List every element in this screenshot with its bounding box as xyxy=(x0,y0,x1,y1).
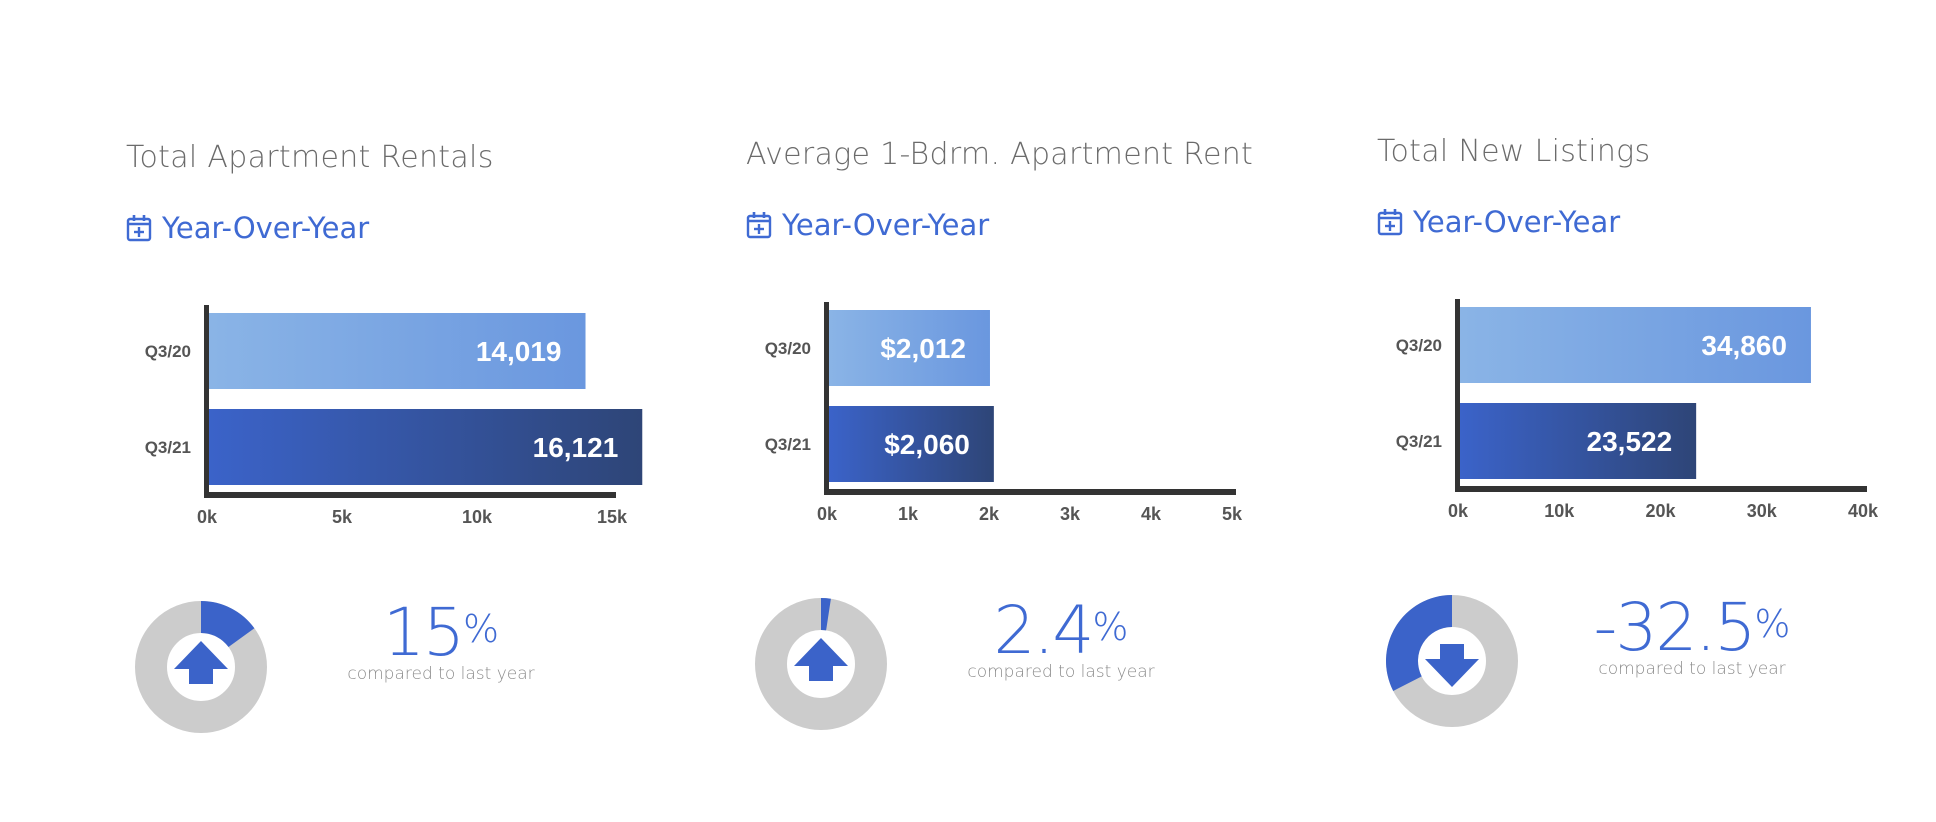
category-label: Q3/20 xyxy=(1396,336,1442,355)
bar-q3-21 xyxy=(209,409,643,485)
panel-average-1bdrm-rent: Average 1-Bdrm. Apartment Rent Year-Over… xyxy=(746,0,1346,822)
x-tick-label: 3k xyxy=(1060,504,1081,524)
y-axis-line xyxy=(824,302,829,495)
data-label: 16,121 xyxy=(533,432,619,463)
x-tick-label: 1k xyxy=(898,504,919,524)
bar-q3-21 xyxy=(1460,403,1697,479)
x-tick-label: 15k xyxy=(597,507,628,527)
x-tick-label: 4k xyxy=(1141,504,1162,524)
calendar-plus-icon xyxy=(1377,209,1403,236)
kpi-value: 15% xyxy=(316,600,566,666)
calendar-plus-icon xyxy=(126,215,152,242)
x-tick-label: 5k xyxy=(332,507,353,527)
category-label: Q3/21 xyxy=(145,438,191,457)
x-tick-label: 20k xyxy=(1645,501,1676,521)
x-axis-line xyxy=(1455,486,1867,492)
x-tick-label: 30k xyxy=(1747,501,1778,521)
change-donut xyxy=(135,601,267,733)
change-donut xyxy=(755,598,887,730)
bar-chart: Q3/20 14,019 Q3/21 16,121 0k 5k 10k 15k xyxy=(145,305,643,527)
x-tick-label: 0k xyxy=(817,504,838,524)
panel-title: Total New Listings xyxy=(1377,134,1651,169)
y-axis-line xyxy=(1455,299,1460,492)
category-label: Q3/21 xyxy=(1396,432,1442,451)
panel-total-new-listings: Total New Listings Year-Over-Year Q3/20 3… xyxy=(1377,0,1936,822)
period-label: Year-Over-Year xyxy=(1413,205,1621,239)
kpi-unit: % xyxy=(1092,605,1129,649)
x-tick-label: 0k xyxy=(1448,501,1469,521)
x-tick-label: 40k xyxy=(1848,501,1879,521)
arrow-up-icon xyxy=(174,641,228,684)
x-tick-label: 10k xyxy=(462,507,493,527)
kpi-number-text: -32.5 xyxy=(1593,589,1757,666)
data-label: 34,860 xyxy=(1701,330,1787,361)
x-tick-label: 0k xyxy=(197,507,218,527)
x-tick-label: 10k xyxy=(1544,501,1575,521)
kpi-number-text: 2.4 xyxy=(993,592,1094,669)
data-label: 14,019 xyxy=(476,336,562,367)
donut-segment xyxy=(201,601,255,648)
calendar-plus-icon xyxy=(746,212,772,239)
change-donut xyxy=(1386,595,1518,727)
kpi-caption: compared to last year xyxy=(1598,659,1786,679)
kpi-number-text: 15 xyxy=(382,594,465,671)
bar-q3-20 xyxy=(829,310,990,386)
bar-q3-20 xyxy=(1460,307,1811,383)
kpi-block: -32.5% compared to last year xyxy=(1567,595,1817,680)
kpi-value: 2.4% xyxy=(936,598,1186,664)
kpi-value: -32.5% xyxy=(1567,595,1817,661)
period-selector[interactable]: Year-Over-Year xyxy=(126,211,369,245)
period-label: Year-Over-Year xyxy=(162,211,370,245)
category-label: Q3/20 xyxy=(765,339,811,358)
arrow-down-icon xyxy=(1425,644,1479,687)
bar-chart: Q3/20 34,860 Q3/21 23,522 0k 10k 20k 30k 40k xyxy=(1396,299,1879,521)
category-label: Q3/21 xyxy=(765,435,811,454)
data-label: 23,522 xyxy=(1587,426,1673,457)
panel-total-apartment-rentals: Total Apartment Rentals Year-Over-Year Q… xyxy=(126,0,726,822)
y-axis-line xyxy=(204,305,209,498)
donut-segment xyxy=(1386,595,1452,691)
bar-q3-21 xyxy=(829,406,994,482)
x-tick-label: 5k xyxy=(1222,504,1243,524)
period-selector[interactable]: Year-Over-Year xyxy=(1377,205,1620,239)
kpi-caption: compared to last year xyxy=(967,662,1155,682)
bar-chart: Q3/20 $2,012 Q3/21 $2,060 0k 1k 2k 3k 4k 5k xyxy=(765,302,1243,524)
arrow-up-icon xyxy=(794,638,848,681)
kpi-unit: % xyxy=(462,607,500,651)
kpi-caption: compared to last year xyxy=(347,664,535,684)
data-label: $2,060 xyxy=(884,429,970,460)
panel-title: Average 1-Bdrm. Apartment Rent xyxy=(746,137,1254,172)
donut-segment xyxy=(821,598,831,631)
kpi-block: 15% compared to last year xyxy=(316,600,566,685)
panel-title: Total Apartment Rentals xyxy=(126,140,494,175)
category-label: Q3/20 xyxy=(145,342,191,361)
data-label: $2,012 xyxy=(880,333,966,364)
period-selector[interactable]: Year-Over-Year xyxy=(746,208,989,242)
kpi-block: 2.4% compared to last year xyxy=(936,598,1186,683)
period-label: Year-Over-Year xyxy=(782,208,990,242)
x-axis-line xyxy=(824,489,1236,495)
kpi-unit: % xyxy=(1754,602,1791,646)
bar-q3-20 xyxy=(209,313,586,389)
x-axis-line xyxy=(204,492,616,498)
x-tick-label: 2k xyxy=(979,504,1000,524)
